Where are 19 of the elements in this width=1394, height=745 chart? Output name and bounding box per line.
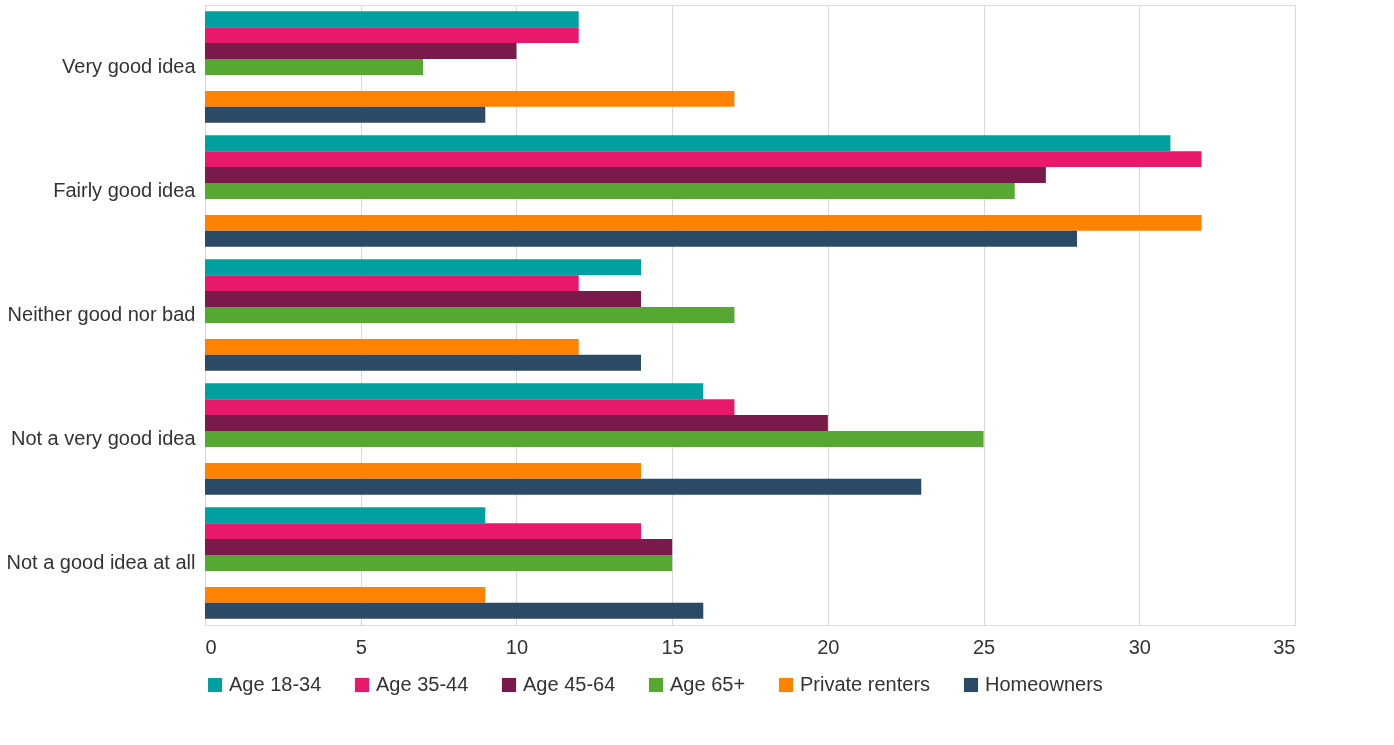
legend-label: Age 18-34 [229, 673, 322, 695]
y-tick-label: Very good idea [62, 55, 197, 77]
x-tick-label: 35 [1273, 635, 1296, 658]
legend-label: Homeowners [985, 673, 1103, 695]
x-tick-label: 25 [972, 635, 996, 658]
x-tick-label: 0 [205, 635, 217, 658]
y-tick-label: Not a very good idea [10, 427, 197, 449]
y-tick-label: Fairly good idea [53, 179, 197, 201]
legend-label: Age 65+ [670, 673, 746, 695]
x-tick-label: 15 [661, 635, 684, 658]
legend-label: Age 45-64 [523, 673, 616, 695]
x-tick-label: 20 [817, 635, 840, 658]
legend-label: Private renters [800, 673, 931, 695]
y-tick-label: Not a good idea at all [6, 551, 196, 573]
y-tick-label: Neither good nor bad [7, 303, 196, 325]
x-tick-label: 5 [355, 635, 367, 658]
legend-label: Age 35-44 [376, 673, 469, 695]
x-tick-label: 30 [1128, 635, 1151, 658]
x-tick-label: 10 [505, 635, 529, 658]
